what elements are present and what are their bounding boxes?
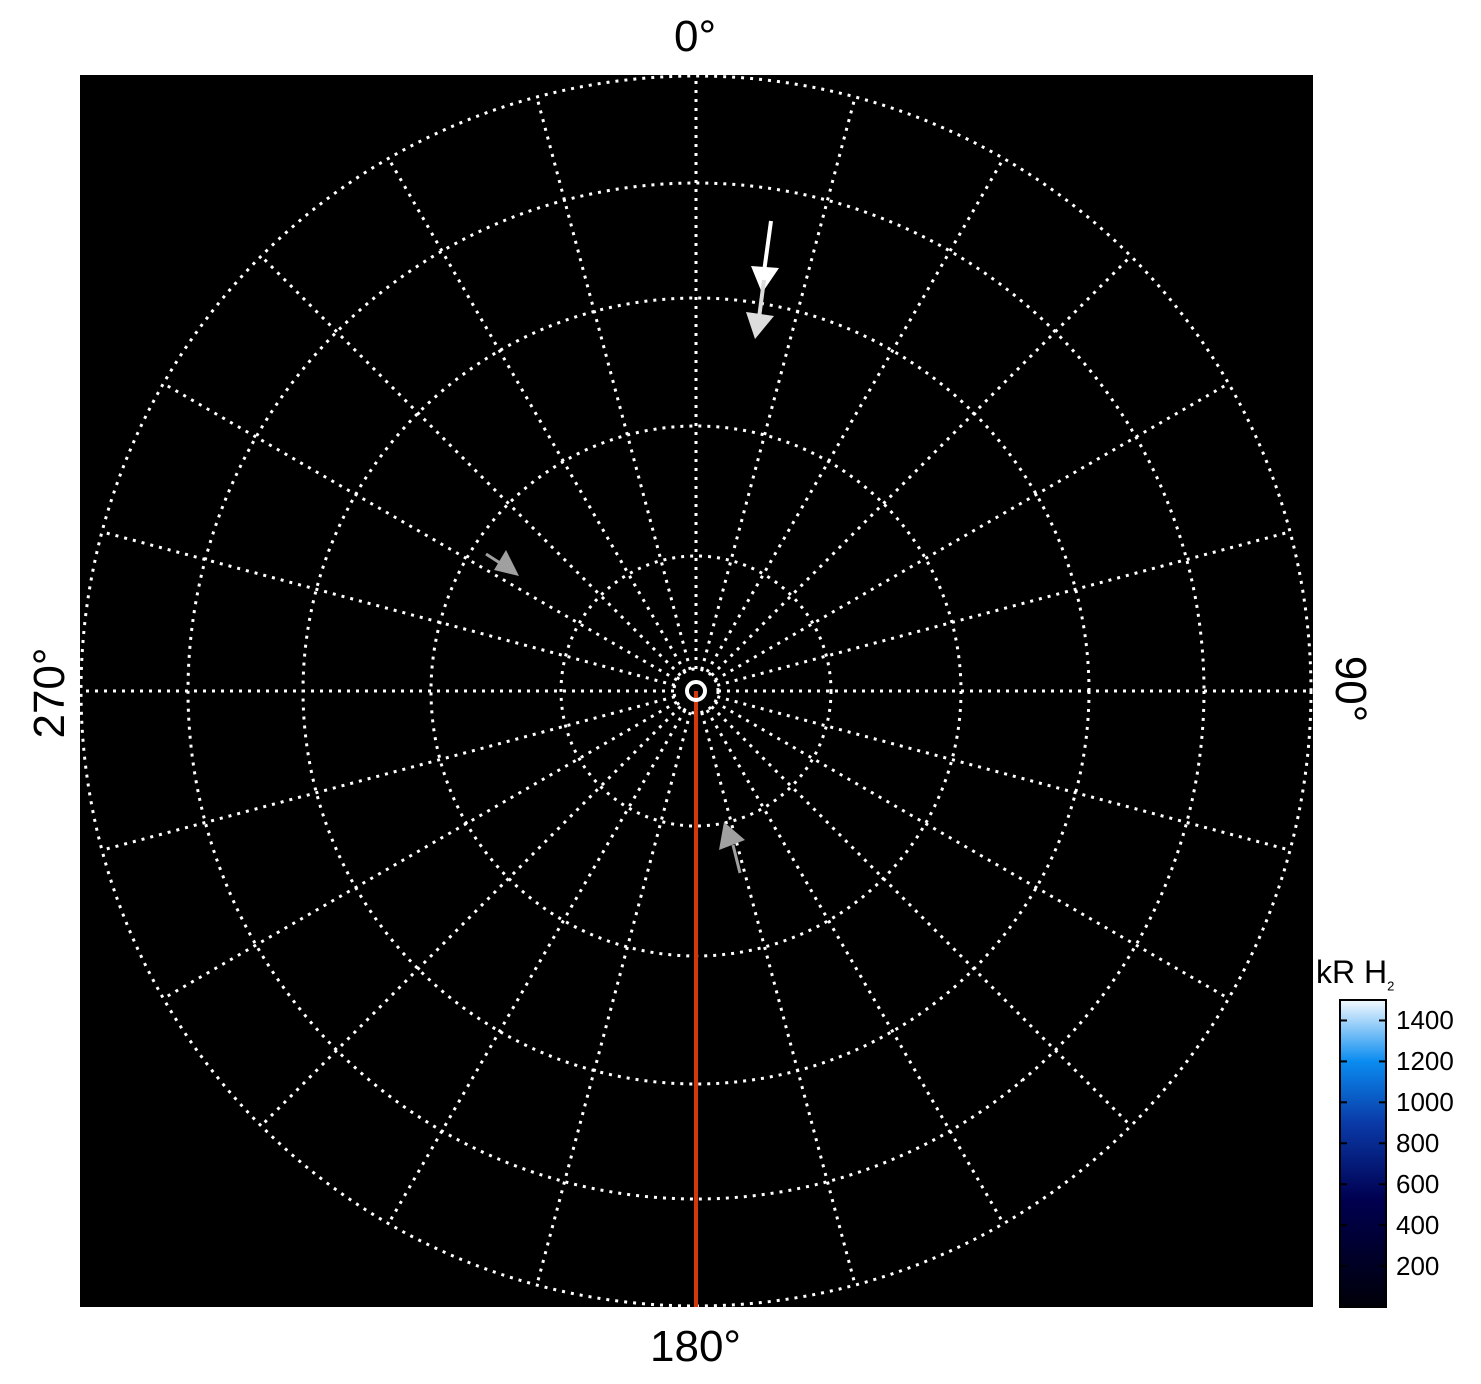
arrow-4 xyxy=(719,822,745,874)
colorbar-tick-label: 1000 xyxy=(1396,1087,1454,1118)
colorbar-tick-label: 1200 xyxy=(1396,1046,1454,1077)
label-0deg: 0° xyxy=(674,12,717,61)
colorbar-title: kR H2 xyxy=(1316,954,1395,994)
arrow-2 xyxy=(746,279,774,339)
colorbar-tick-label: 400 xyxy=(1396,1210,1440,1241)
pole-marker xyxy=(685,680,707,702)
label-90deg: 90° xyxy=(1326,655,1375,723)
label-270deg: 270° xyxy=(25,647,74,739)
colorbar-ticks xyxy=(1340,1019,1386,1268)
colorbar xyxy=(1339,999,1387,1308)
label-180deg: 180° xyxy=(650,1322,742,1371)
latitude-circle xyxy=(559,554,833,828)
colorbar-tick-label: 800 xyxy=(1396,1128,1440,1159)
colorbar-tick-label: 600 xyxy=(1396,1169,1440,1200)
colorbar-tick-label: 200 xyxy=(1396,1251,1440,1282)
arrow-1 xyxy=(751,220,779,293)
colorbar-tick-label: 1400 xyxy=(1396,1005,1454,1036)
arrow-3 xyxy=(485,550,519,576)
